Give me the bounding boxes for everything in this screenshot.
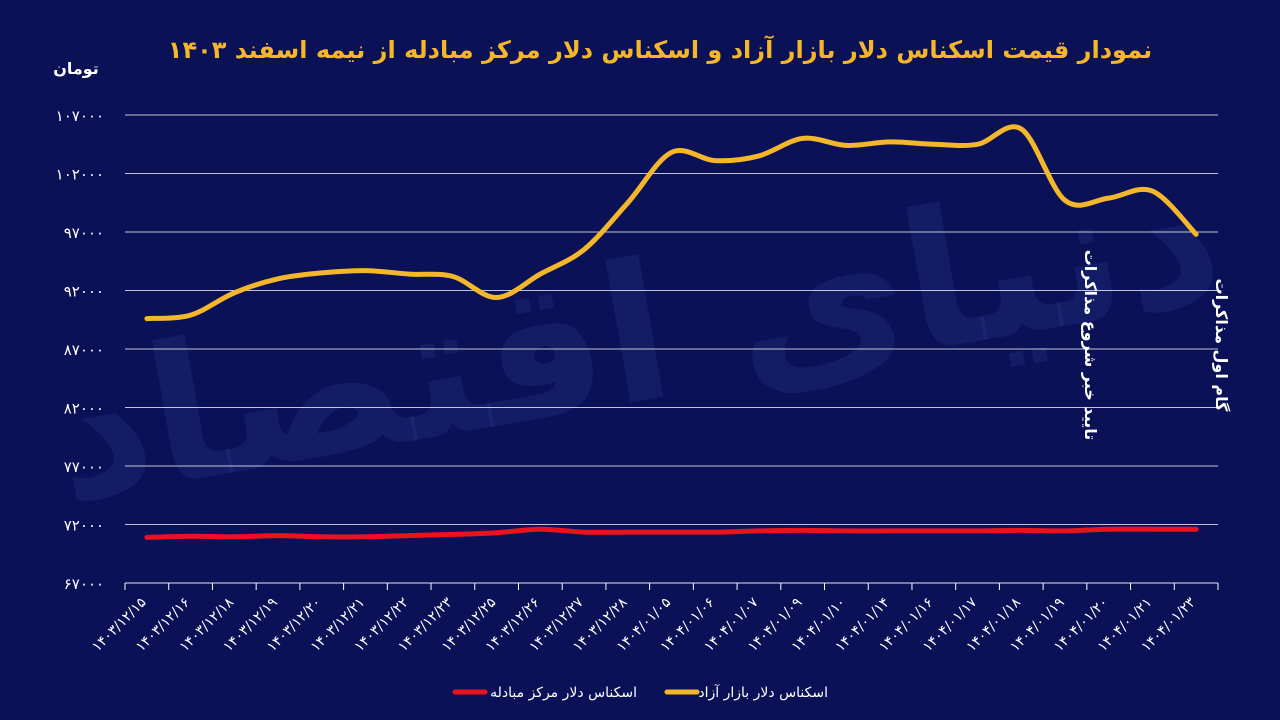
series-0-point (233, 291, 236, 294)
series-1-point (932, 529, 935, 532)
legend-label-1: اسکناس دلار بازار آزاد (698, 684, 828, 701)
series-1-point (320, 535, 323, 538)
series-1-point (626, 531, 629, 534)
series-0-point (889, 140, 892, 143)
gridlines (125, 114, 1218, 584)
series-0-point (1107, 197, 1110, 200)
series-0-point (932, 143, 935, 146)
series-1-point (583, 531, 586, 534)
series-1-point (1020, 529, 1023, 532)
series-0-point (583, 248, 586, 251)
legend: اسکناس دلار مرکز مبادله اسکناس دلار بازار… (452, 684, 828, 701)
series-0-point (451, 275, 454, 278)
series-0-point (801, 137, 804, 140)
annotations: تایید خبر شروع مذاکرات گام اول مذاکرات (1081, 250, 1231, 441)
series-0-point (714, 159, 717, 162)
series-1-point (845, 529, 848, 532)
y-axis-label: تومان (53, 59, 99, 78)
series-1-point (145, 536, 148, 539)
series-1-point (714, 531, 717, 534)
series-0-point (1195, 233, 1198, 236)
series-1-point (233, 535, 236, 538)
y-tick-label: ۶۷۰۰۰ (64, 575, 104, 593)
series-0-point (539, 273, 542, 276)
y-tick-label: ۷۷۰۰۰ (64, 458, 104, 476)
series-0-point (757, 154, 760, 157)
series-0-point (670, 151, 673, 154)
series-1-point (976, 529, 979, 532)
y-tick-label: ۸۷۰۰۰ (64, 341, 104, 359)
series-1-point (1151, 528, 1154, 531)
series-0-point (976, 143, 979, 146)
series-1-point (1107, 528, 1110, 531)
series-0-point (1020, 128, 1023, 131)
series-line-0 (144, 124, 1199, 322)
series-1-point (408, 534, 411, 537)
annotation-text-0: تایید خبر شروع مذاکرات (1081, 250, 1100, 441)
y-tick-label: ۹۲۰۰۰ (64, 283, 104, 301)
y-tick-label: ۱۰۷۰۰۰ (56, 107, 104, 125)
series-0-point (189, 314, 192, 317)
series-line-1 (144, 526, 1199, 540)
series-1-point (1063, 529, 1066, 532)
series-0-point (145, 317, 148, 320)
series-1-point (495, 531, 498, 534)
series-1-point (451, 533, 454, 536)
series-0-point (320, 271, 323, 274)
series-1-point (539, 528, 542, 531)
series-0-point (1151, 190, 1154, 193)
y-tick-label: ۹۷۰۰۰ (64, 224, 104, 242)
series-1-point (189, 535, 192, 538)
annotation-text-1: گام اول مذاکرات (1212, 279, 1231, 413)
series-0-point (277, 277, 280, 280)
series-1-point (1195, 528, 1198, 531)
y-tick-label: ۷۲۰۰۰ (64, 517, 104, 535)
series-1-point (670, 531, 673, 534)
chart-title: نمودار قیمت اسکناس دلار بازار آزاد و اسک… (168, 35, 1152, 64)
series-0-point (408, 273, 411, 276)
series-1-point (801, 529, 804, 532)
series-lines (144, 124, 1199, 540)
legend-label-0: اسکناس دلار مرکز مبادله (490, 685, 637, 701)
series-0-point (626, 201, 629, 204)
series-0-point (364, 269, 367, 272)
series-0-point (1063, 199, 1066, 202)
series-0-point (495, 296, 498, 299)
series-1-point (277, 534, 280, 537)
y-tick-label: ۱۰۲۰۰۰ (56, 166, 104, 184)
series-1-point (757, 529, 760, 532)
series-1-point (889, 529, 892, 532)
series-1-point (364, 535, 367, 538)
y-tick-label: ۸۲۰۰۰ (64, 400, 104, 418)
series-0-point (845, 144, 848, 147)
